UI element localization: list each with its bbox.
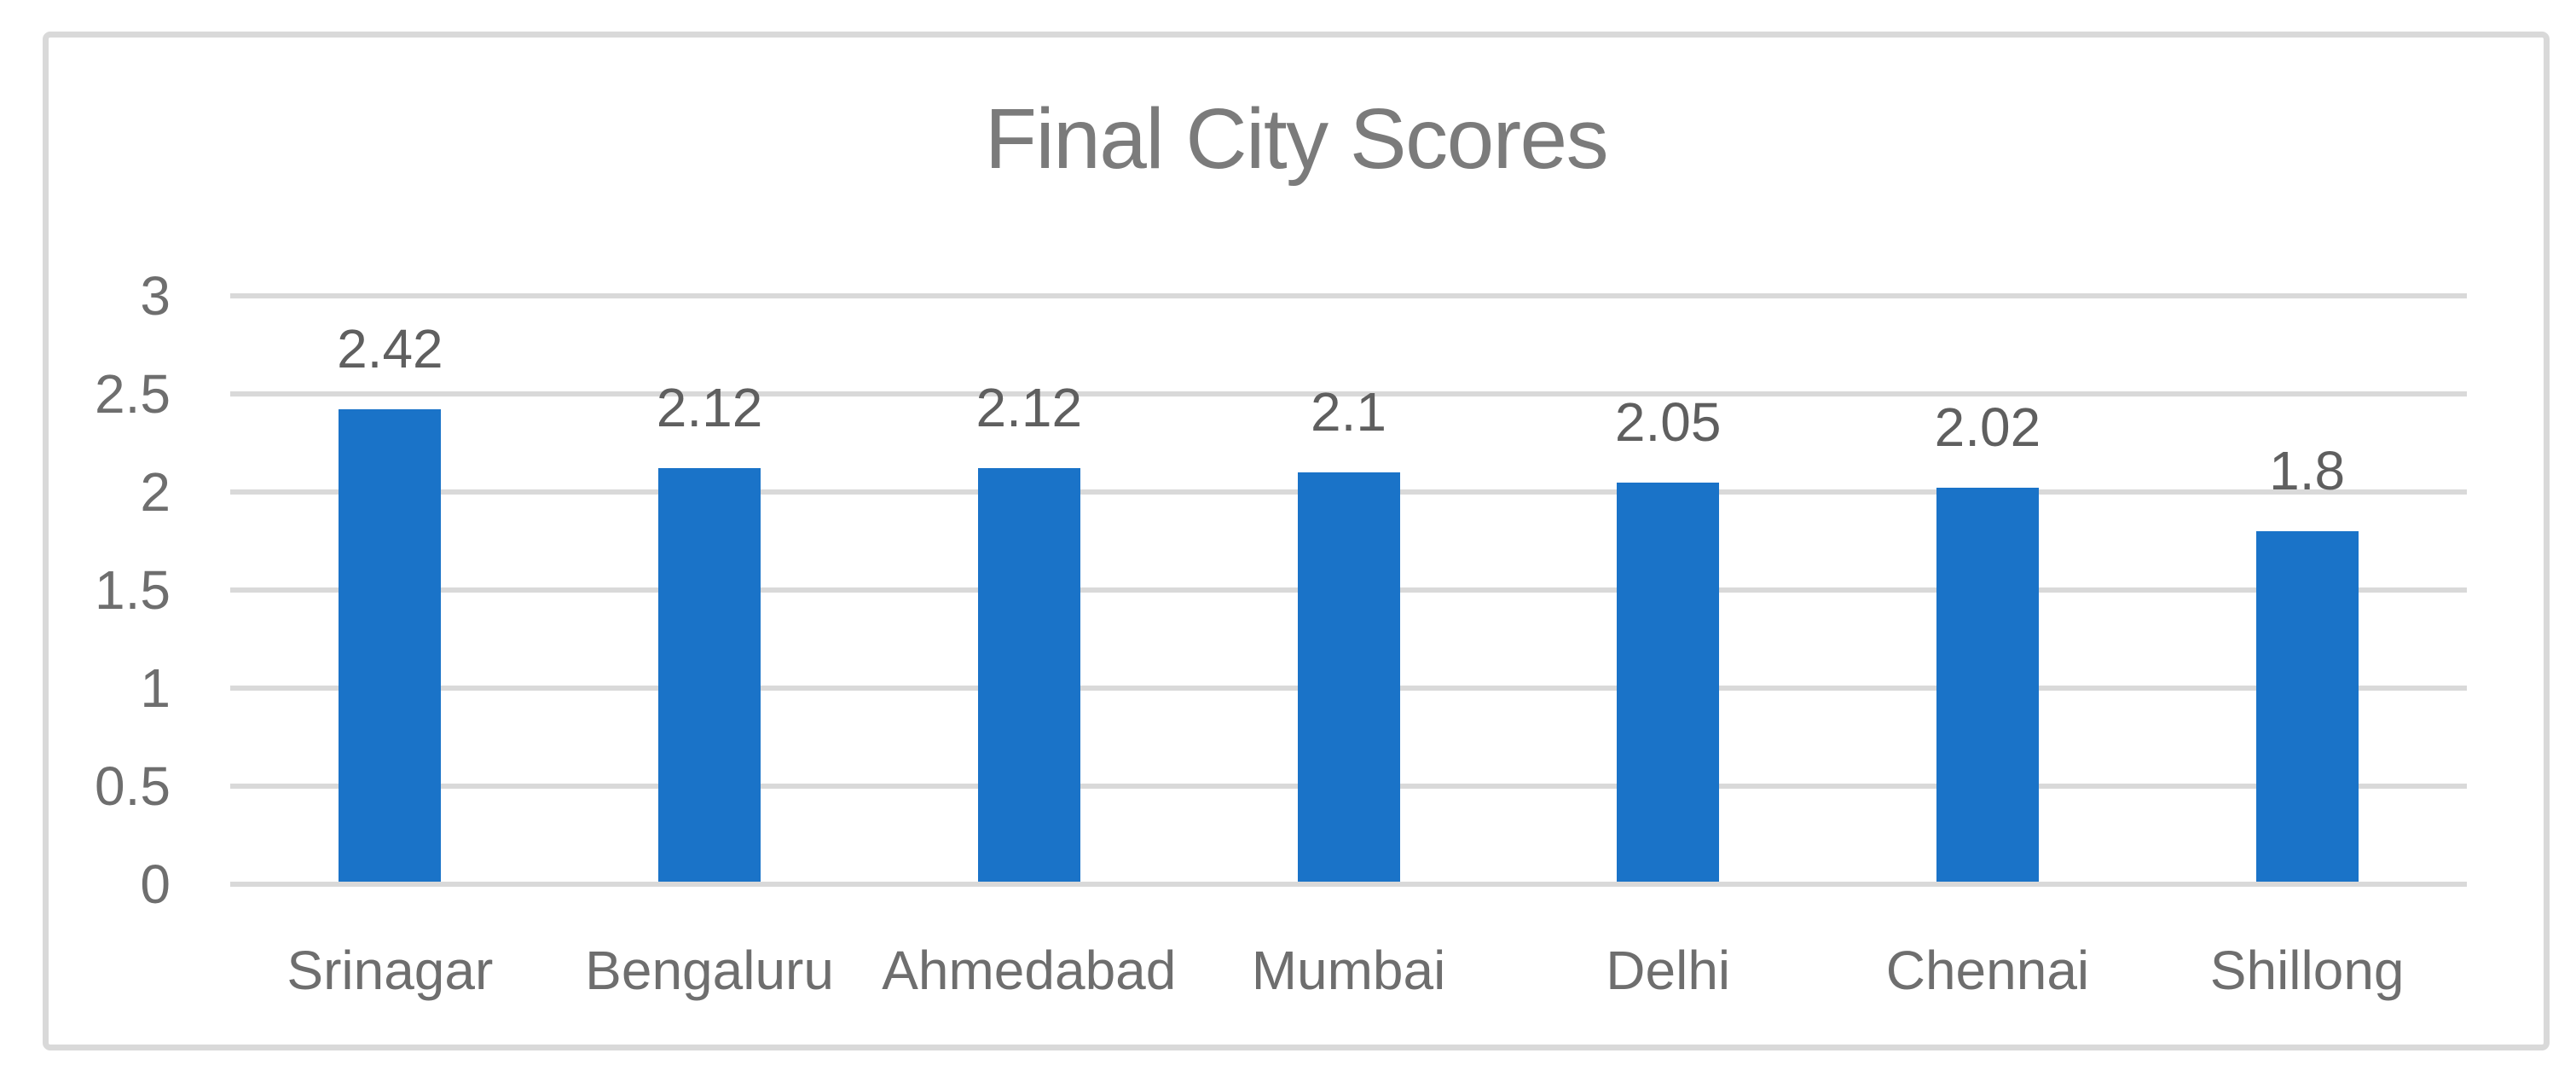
chart-title: Final City Scores xyxy=(984,91,1609,187)
x-axis-label: Bengaluru xyxy=(585,940,834,1001)
x-axis-label: Srinagar xyxy=(287,940,494,1001)
y-tick-label: 3 xyxy=(140,265,171,327)
x-axis-label: Ahmedabad xyxy=(882,940,1177,1001)
bar-ahmedabad xyxy=(977,468,1080,882)
x-axis-label: Mumbai xyxy=(1251,940,1446,1001)
y-tick-label: 0.5 xyxy=(95,755,171,817)
bar-chennai xyxy=(1936,488,2039,882)
bar-mumbai xyxy=(1297,472,1400,882)
bar-srinagar xyxy=(339,409,442,882)
data-label: 2.02 xyxy=(1934,396,2041,459)
y-tick-label: 1 xyxy=(140,657,171,719)
data-label: 2.12 xyxy=(656,377,763,439)
data-label: 2.05 xyxy=(1614,391,1722,453)
bar-bengaluru xyxy=(658,468,761,882)
data-label: 2.12 xyxy=(975,377,1083,439)
data-label: 2.1 xyxy=(1311,381,1386,443)
gridline xyxy=(230,882,2467,887)
bar-shillong xyxy=(2255,531,2359,882)
x-axis-label: Delhi xyxy=(1606,940,1731,1001)
y-tick-label: 2 xyxy=(140,461,171,523)
y-tick-label: 2.5 xyxy=(95,363,171,425)
x-axis-label: Shillong xyxy=(2209,940,2405,1001)
gridline xyxy=(230,391,2467,396)
chart-frame xyxy=(43,32,2550,1050)
y-tick-label: 0 xyxy=(140,854,171,915)
bar-delhi xyxy=(1617,482,1720,882)
x-axis-label: Chennai xyxy=(1885,940,2090,1001)
data-label: 1.8 xyxy=(2269,440,2346,501)
gridline xyxy=(230,293,2467,298)
y-tick-label: 1.5 xyxy=(95,559,171,621)
data-label: 2.42 xyxy=(337,318,443,380)
